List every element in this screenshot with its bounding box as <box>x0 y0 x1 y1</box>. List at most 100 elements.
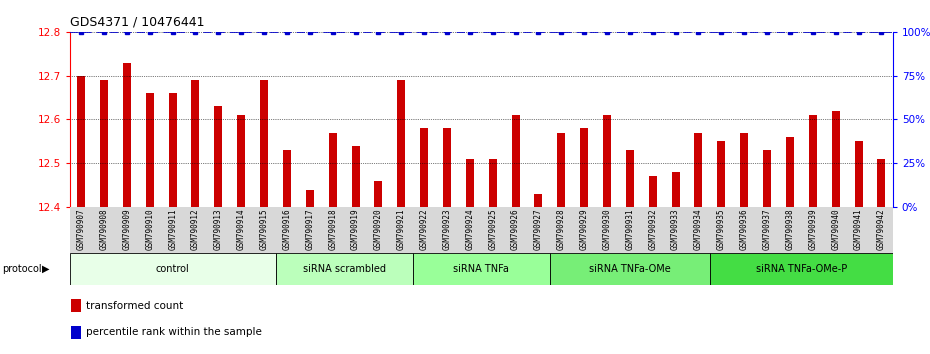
Bar <box>603 115 611 207</box>
Bar <box>527 207 550 253</box>
Bar <box>618 207 642 253</box>
Bar <box>413 253 550 285</box>
Bar <box>481 207 504 253</box>
Bar <box>824 207 847 253</box>
Text: GSM790924: GSM790924 <box>465 209 474 250</box>
Bar <box>206 207 230 253</box>
Bar <box>413 207 435 253</box>
Text: GSM790937: GSM790937 <box>763 209 772 250</box>
Bar <box>557 133 565 207</box>
Text: siRNA TNFa-OMe: siRNA TNFa-OMe <box>589 264 671 274</box>
Bar <box>710 253 893 285</box>
Text: siRNA TNFa: siRNA TNFa <box>453 264 510 274</box>
Bar <box>397 80 405 207</box>
Text: GSM790933: GSM790933 <box>671 209 680 250</box>
Bar <box>77 76 86 207</box>
Bar <box>802 207 824 253</box>
Bar <box>123 63 131 207</box>
Text: GSM790921: GSM790921 <box>397 209 405 250</box>
Text: GDS4371 / 10476441: GDS4371 / 10476441 <box>70 16 205 29</box>
Bar <box>550 253 710 285</box>
Bar <box>275 207 299 253</box>
Bar <box>214 106 222 207</box>
Bar <box>755 207 778 253</box>
Bar <box>671 172 680 207</box>
Text: GSM790940: GSM790940 <box>831 209 840 250</box>
Bar <box>72 326 81 339</box>
Text: GSM790915: GSM790915 <box>259 209 269 250</box>
Text: GSM790929: GSM790929 <box>579 209 589 250</box>
Text: percentile rank within the sample: percentile rank within the sample <box>86 327 262 337</box>
Text: GSM790925: GSM790925 <box>488 209 498 250</box>
Bar <box>710 207 733 253</box>
Bar <box>642 207 664 253</box>
Text: GSM790934: GSM790934 <box>694 209 703 250</box>
Bar <box>390 207 413 253</box>
Bar <box>763 150 771 207</box>
Bar <box>70 253 275 285</box>
Bar <box>299 207 321 253</box>
Text: GSM790914: GSM790914 <box>237 209 246 250</box>
Bar <box>230 207 253 253</box>
Text: GSM790936: GSM790936 <box>739 209 749 250</box>
Bar <box>466 159 474 207</box>
Text: GSM790920: GSM790920 <box>374 209 383 250</box>
Bar <box>778 207 802 253</box>
Text: GSM790913: GSM790913 <box>214 209 223 250</box>
Text: GSM790919: GSM790919 <box>351 209 360 250</box>
Text: GSM790912: GSM790912 <box>191 209 200 250</box>
Text: GSM790930: GSM790930 <box>603 209 612 250</box>
Text: siRNA TNFa-OMe-P: siRNA TNFa-OMe-P <box>756 264 847 274</box>
Bar <box>237 115 246 207</box>
Bar <box>847 207 870 253</box>
Bar <box>877 159 885 207</box>
Text: GSM790931: GSM790931 <box>625 209 634 250</box>
Text: GSM790932: GSM790932 <box>648 209 658 250</box>
Bar <box>306 190 313 207</box>
Bar <box>283 150 291 207</box>
Text: GSM790928: GSM790928 <box>557 209 565 250</box>
Bar <box>733 207 755 253</box>
Bar <box>146 93 153 207</box>
Text: GSM790942: GSM790942 <box>877 209 886 250</box>
Bar <box>809 115 817 207</box>
Text: GSM790910: GSM790910 <box>145 209 154 250</box>
Bar <box>100 80 108 207</box>
Bar <box>580 128 588 207</box>
Text: protocol: protocol <box>2 264 42 274</box>
Bar <box>535 194 542 207</box>
Text: transformed count: transformed count <box>86 301 183 310</box>
Text: ▶: ▶ <box>42 264 49 274</box>
Text: GSM790909: GSM790909 <box>123 209 131 250</box>
Text: siRNA scrambled: siRNA scrambled <box>302 264 386 274</box>
Bar <box>786 137 794 207</box>
Bar <box>504 207 527 253</box>
Text: GSM790927: GSM790927 <box>534 209 543 250</box>
Text: control: control <box>155 264 190 274</box>
Bar <box>550 207 573 253</box>
Text: GSM790935: GSM790935 <box>717 209 725 250</box>
Bar <box>253 207 275 253</box>
Bar <box>595 207 618 253</box>
Text: GSM790918: GSM790918 <box>328 209 338 250</box>
Bar <box>375 181 382 207</box>
Bar <box>367 207 390 253</box>
Bar <box>139 207 161 253</box>
Bar <box>184 207 206 253</box>
Bar <box>161 207 184 253</box>
Bar <box>435 207 458 253</box>
Bar <box>740 133 749 207</box>
Bar <box>344 207 367 253</box>
Bar <box>664 207 687 253</box>
Bar <box>687 207 710 253</box>
Bar <box>488 159 497 207</box>
Bar <box>717 141 725 207</box>
Bar <box>70 207 93 253</box>
Text: GSM790938: GSM790938 <box>786 209 794 250</box>
Bar <box>275 253 413 285</box>
Bar <box>831 111 840 207</box>
Bar <box>115 207 139 253</box>
Text: GSM790907: GSM790907 <box>76 209 86 250</box>
Bar <box>260 80 268 207</box>
Text: GSM790908: GSM790908 <box>100 209 109 250</box>
